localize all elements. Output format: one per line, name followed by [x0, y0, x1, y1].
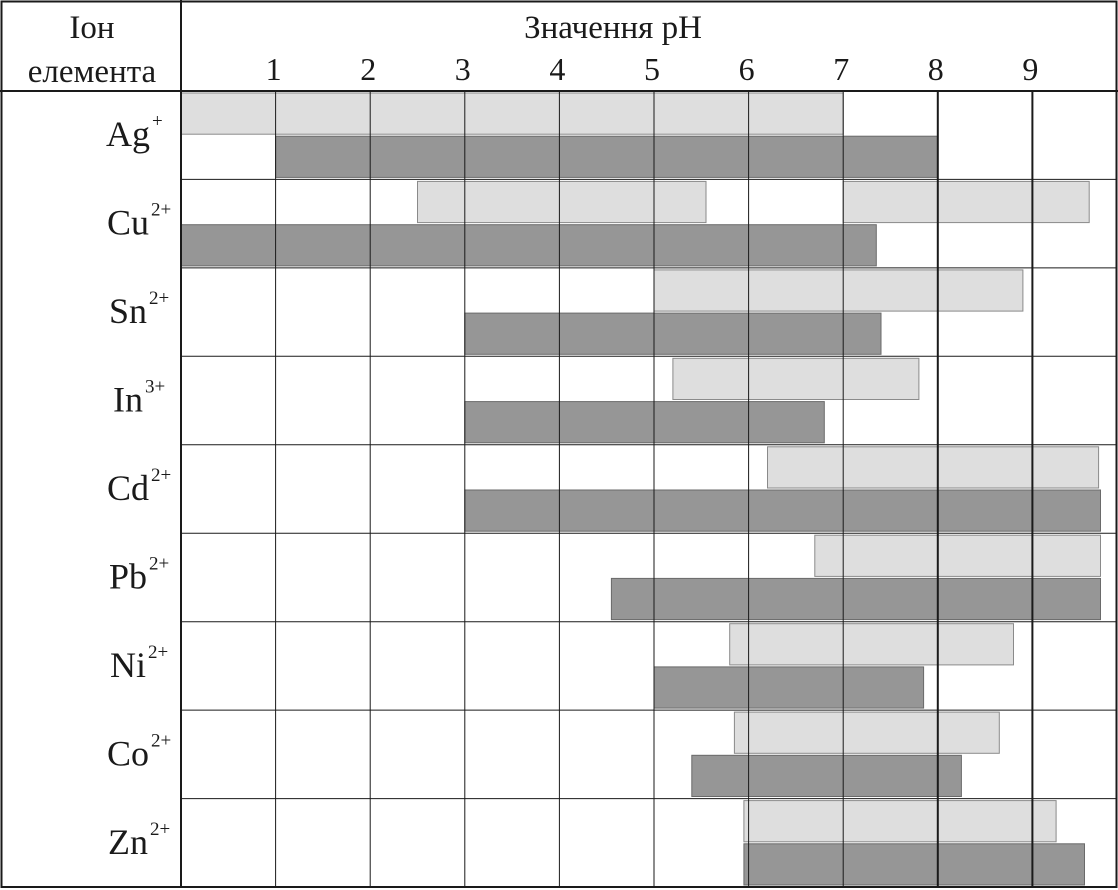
dark-bar-cd-0: [464, 489, 1101, 532]
light-bar-cu-0: [417, 180, 707, 224]
x-tick-label-9: 9: [1022, 51, 1038, 87]
x-axis-title: Значення pH: [524, 10, 702, 46]
dark-bar-ni-0: [653, 666, 925, 709]
ion-label-sn: Sn: [109, 291, 147, 331]
dark-bar-co-0: [691, 754, 962, 797]
label-layer: Іон елемента Значення pH 1 2 3 4 5 6 7 8 9Ag +Cu 2…: [28, 10, 1039, 862]
light-bar-sn-0: [653, 269, 1024, 312]
light-bar-cd-0: [767, 446, 1100, 489]
x-tick-label-6: 6: [739, 51, 755, 87]
corner-header-line-2: елемента: [28, 54, 157, 90]
x-tick-label-5: 5: [644, 51, 660, 87]
x-tick-label-3: 3: [455, 51, 471, 87]
ion-charge-pb: 2+: [149, 553, 169, 574]
ion-charge-co: 2+: [151, 730, 171, 751]
ion-charge-ag: +: [152, 111, 163, 132]
x-tick-label-2: 2: [360, 51, 376, 87]
x-tick-label-7: 7: [833, 51, 849, 87]
dark-bar-in-0: [464, 401, 825, 444]
ion-charge-in: 3+: [145, 377, 165, 398]
ion-label-ag: Ag: [106, 114, 150, 154]
ion-label-pb: Pb: [109, 556, 147, 596]
ion-charge-zn: 2+: [150, 819, 170, 840]
ion-label-ni: Ni: [110, 645, 146, 685]
light-bar-ni-0: [729, 623, 1014, 666]
x-tick-label-1: 1: [266, 51, 282, 87]
ion-charge-cd: 2+: [151, 465, 171, 486]
dark-bar-sn-0: [464, 312, 882, 355]
light-bar-in-0: [672, 357, 920, 400]
ion-label-in: In: [113, 380, 143, 420]
dark-bar-zn-0: [743, 843, 1086, 886]
ion-charge-sn: 2+: [149, 288, 169, 309]
ion-label-zn: Zn: [108, 822, 148, 862]
corner-header-line-1: Іон: [69, 10, 114, 46]
ion-label-cd: Cd: [107, 468, 149, 508]
dark-bar-pb-0: [610, 577, 1102, 621]
ion-label-co: Co: [107, 733, 149, 773]
ion-charge-cu: 2+: [151, 200, 171, 221]
light-bar-pb-0: [814, 534, 1101, 577]
light-bar-zn-0: [743, 800, 1057, 843]
x-tick-label-8: 8: [928, 51, 944, 87]
light-bar-ag-0: [180, 92, 844, 135]
ion-charge-ni: 2+: [148, 642, 168, 663]
light-bar-cu-1: [842, 180, 1090, 224]
ion-label-cu: Cu: [107, 203, 149, 243]
bar-layer: [180, 92, 1102, 886]
light-bar-co-0: [733, 711, 1000, 754]
dark-bar-cu-0: [180, 224, 877, 267]
x-tick-label-4: 4: [549, 51, 565, 87]
dark-bar-ag-0: [275, 135, 939, 178]
